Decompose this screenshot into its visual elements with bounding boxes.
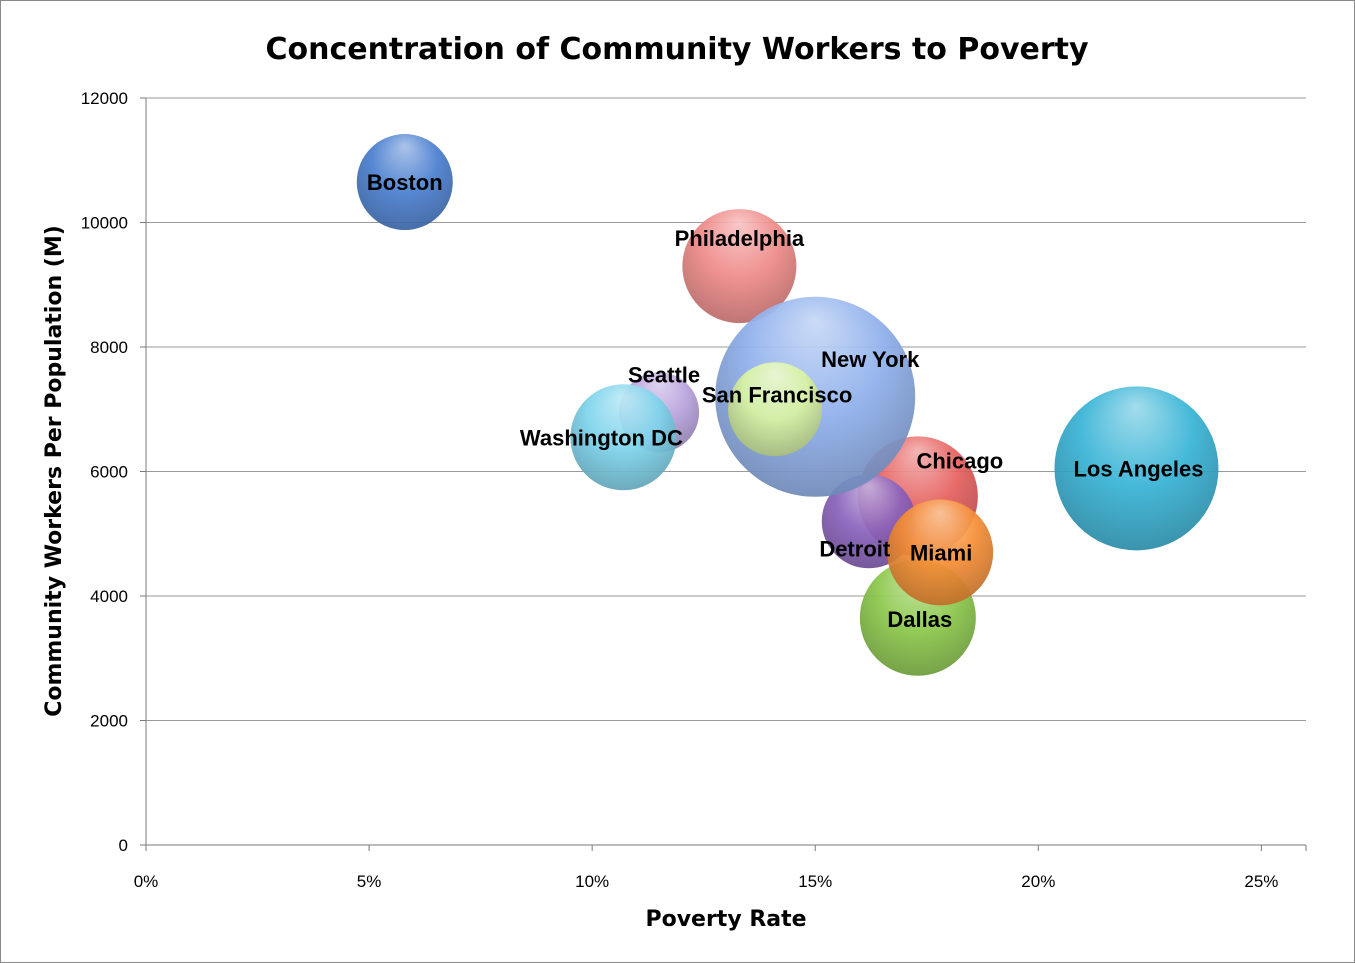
x-tick-label: 20%	[1021, 872, 1055, 891]
bubble-label-seattle: Seattle	[628, 362, 700, 387]
bubble-san-francisco	[728, 362, 823, 457]
y-axis-title: Community Workers Per Population (M)	[42, 225, 67, 717]
bubble-label-los-angeles: Los Angeles	[1073, 456, 1203, 481]
x-axis-title: Poverty Rate	[645, 907, 806, 932]
bubble-boston	[356, 134, 453, 231]
bubble-labels: Boston Philadelphia Seattle Washington DC Ch…	[367, 170, 1204, 632]
y-tick-label: 10000	[81, 214, 128, 233]
bubble-label-new-york: New York	[821, 347, 920, 372]
bubble-philadelphia	[682, 209, 797, 324]
bubble-label-washington-dc: Washington DC	[520, 425, 683, 450]
chart-title: Concentration of Community Workers to Po…	[265, 32, 1089, 67]
y-tick-label: 6000	[90, 463, 128, 482]
bubble-label-detroit: Detroit	[819, 536, 891, 561]
y-tick-label: 2000	[90, 712, 128, 731]
x-tick-label: 10%	[575, 872, 609, 891]
bubble-washington-dc	[570, 384, 677, 491]
bubble-label-dallas: Dallas	[887, 607, 952, 632]
x-tick-label: 5%	[357, 872, 382, 891]
bubble-los-angeles	[1054, 386, 1219, 551]
bubbles	[356, 134, 1219, 676]
y-tick-label: 12000	[81, 89, 128, 108]
bubble-label-boston: Boston	[367, 170, 443, 195]
x-tick-label: 25%	[1244, 872, 1278, 891]
y-tick-label: 4000	[90, 587, 128, 606]
x-tick-label: 15%	[798, 872, 832, 891]
bubble-label-san-francisco: San Francisco	[702, 382, 852, 407]
bubble-miami	[887, 499, 994, 606]
x-tick-label: 0%	[134, 872, 159, 891]
axes: 0 2000 4000 6000 8000 10000 12000 0% 5% 10% 15% 20%…	[81, 89, 1307, 891]
bubble-label-philadelphia: Philadelphia	[675, 226, 805, 251]
y-tick-label: 8000	[90, 338, 128, 357]
bubble-label-miami: Miami	[910, 540, 972, 565]
y-tick-label: 0	[119, 836, 128, 855]
bubble-label-chicago: Chicago	[916, 448, 1003, 473]
